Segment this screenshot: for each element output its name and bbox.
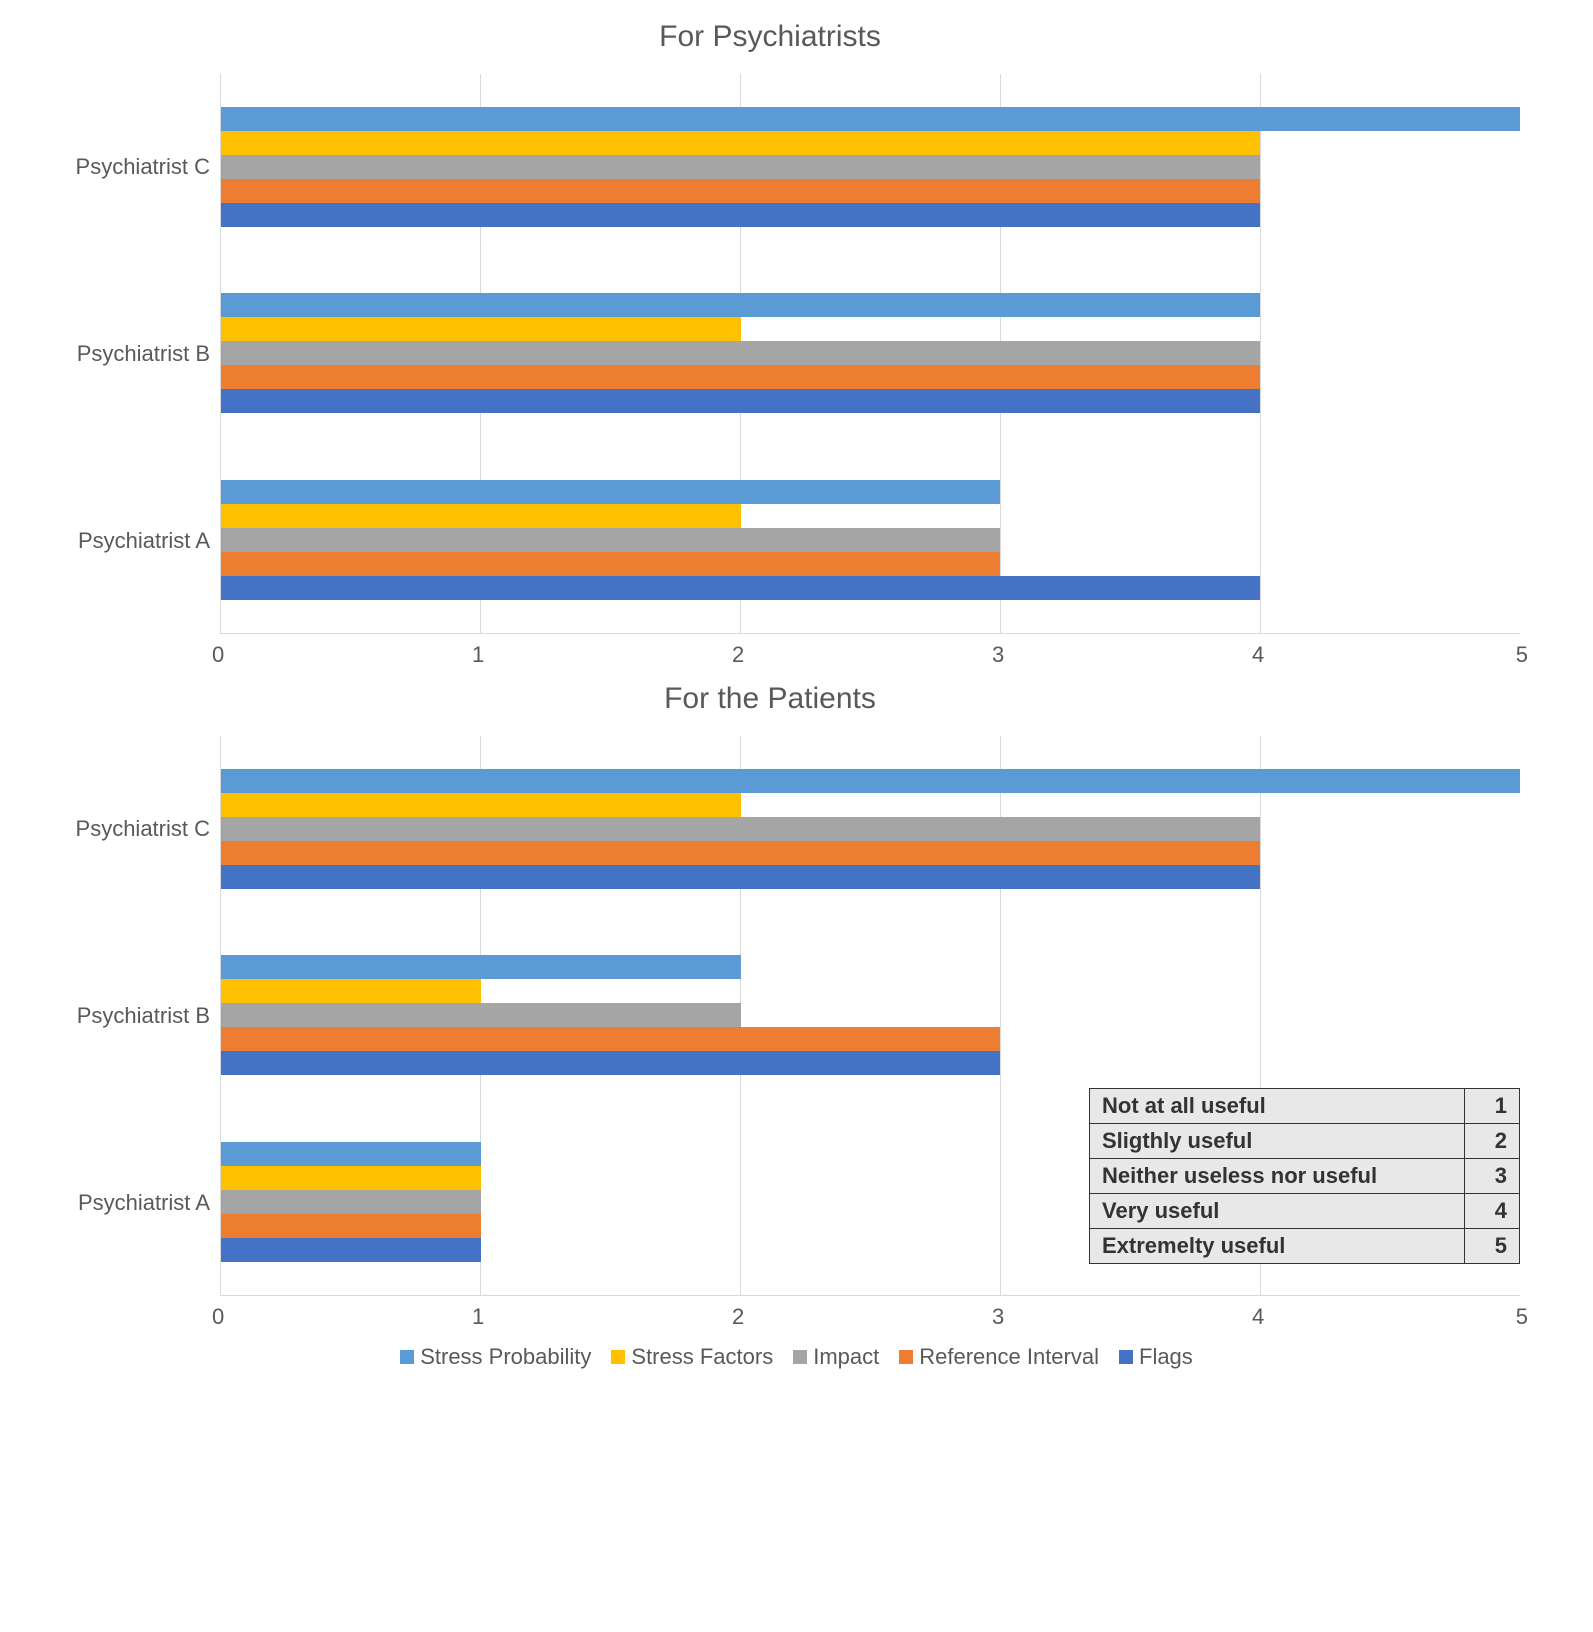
legend-swatch [793,1350,807,1364]
legend-item: Flags [1119,1344,1193,1370]
bar-stress_factors [221,317,741,341]
bar-group [221,736,1520,922]
plot-area: Psychiatrist C Psychiatrist B Psychiatrist… [20,74,1520,634]
legend-swatch [1119,1350,1133,1364]
bar-reference_interval [221,841,1260,865]
rating-scale-table: Not at all useful1Sligthly useful2Neithe… [1089,1088,1520,1264]
table-row: Not at all useful1 [1090,1089,1520,1124]
bar-group [221,447,1520,633]
rating-label: Very useful [1090,1194,1465,1229]
bar-stress_factors [221,131,1260,155]
chart-body [220,74,1520,634]
rating-value: 2 [1465,1124,1520,1159]
chart-container: For PsychiatristsPsychiatrist CPsychiatr… [20,20,1520,642]
bar-reference_interval [221,179,1260,203]
bar-group [221,922,1520,1108]
bar-stress_probability [221,480,1000,504]
bar-stress_factors [221,504,741,528]
rating-label: Extremelty useful [1090,1229,1465,1264]
y-axis-label: Psychiatrist A [20,1190,220,1216]
bar-stress_probability [221,107,1520,131]
table-row: Very useful4 [1090,1194,1520,1229]
legend-item: Stress Probability [400,1344,591,1370]
legend-label: Stress Factors [631,1344,773,1370]
bar-groups [221,74,1520,633]
table-row: Sligthly useful2 [1090,1124,1520,1159]
legend-swatch [400,1350,414,1364]
legend-label: Flags [1139,1344,1193,1370]
legend-label: Reference Interval [919,1344,1099,1370]
rating-label: Neither useless nor useful [1090,1159,1465,1194]
legend-item: Reference Interval [899,1344,1099,1370]
y-axis-label: Psychiatrist B [20,341,220,367]
legend-item: Stress Factors [611,1344,773,1370]
y-axis-label: Psychiatrist B [20,1003,220,1029]
bar-stress_factors [221,793,741,817]
rating-label: Sligthly useful [1090,1124,1465,1159]
table-row: Extremelty useful5 [1090,1229,1520,1264]
rating-value: 3 [1465,1159,1520,1194]
bar-stress_factors [221,979,481,1003]
bar-impact [221,1190,481,1214]
bar-group [221,260,1520,446]
bar-flags [221,1238,481,1262]
rating-value: 4 [1465,1194,1520,1229]
bar-impact [221,155,1260,179]
legend-swatch [899,1350,913,1364]
bar-reference_interval [221,1214,481,1238]
y-axis-label: Psychiatrist C [20,816,220,842]
chart-title: For Psychiatrists [20,20,1520,54]
bar-impact [221,817,1260,841]
rating-value: 1 [1465,1089,1520,1124]
bar-reference_interval [221,552,1000,576]
legend-swatch [611,1350,625,1364]
y-axis-label: Psychiatrist C [20,154,220,180]
y-axis-label: Psychiatrist A [20,528,220,554]
bar-flags [221,865,1260,889]
bar-stress_factors [221,1166,481,1190]
chart-container: For the PatientsPsychiatrist CPsychiatri… [20,682,1520,1304]
bar-stress_probability [221,1142,481,1166]
bar-reference_interval [221,1027,1000,1051]
legend: Stress Probability Stress Factors Impact Re… [20,1344,1573,1370]
bar-flags [221,576,1260,600]
chart-title: For the Patients [20,682,1520,716]
bar-group [221,74,1520,260]
bar-flags [221,1051,1000,1075]
bar-impact [221,528,1000,552]
rating-value: 5 [1465,1229,1520,1264]
bar-stress_probability [221,769,1520,793]
bar-reference_interval [221,365,1260,389]
bar-flags [221,389,1260,413]
table-row: Neither useless nor useful3 [1090,1159,1520,1194]
bar-flags [221,203,1260,227]
bar-impact [221,1003,741,1027]
bar-stress_probability [221,293,1260,317]
rating-label: Not at all useful [1090,1089,1465,1124]
bar-stress_probability [221,955,741,979]
legend-label: Impact [813,1344,879,1370]
bar-impact [221,341,1260,365]
legend-label: Stress Probability [420,1344,591,1370]
y-axis-labels: Psychiatrist C Psychiatrist B Psychiatrist… [20,736,220,1296]
y-axis-labels: Psychiatrist C Psychiatrist B Psychiatrist… [20,74,220,634]
legend-item: Impact [793,1344,879,1370]
